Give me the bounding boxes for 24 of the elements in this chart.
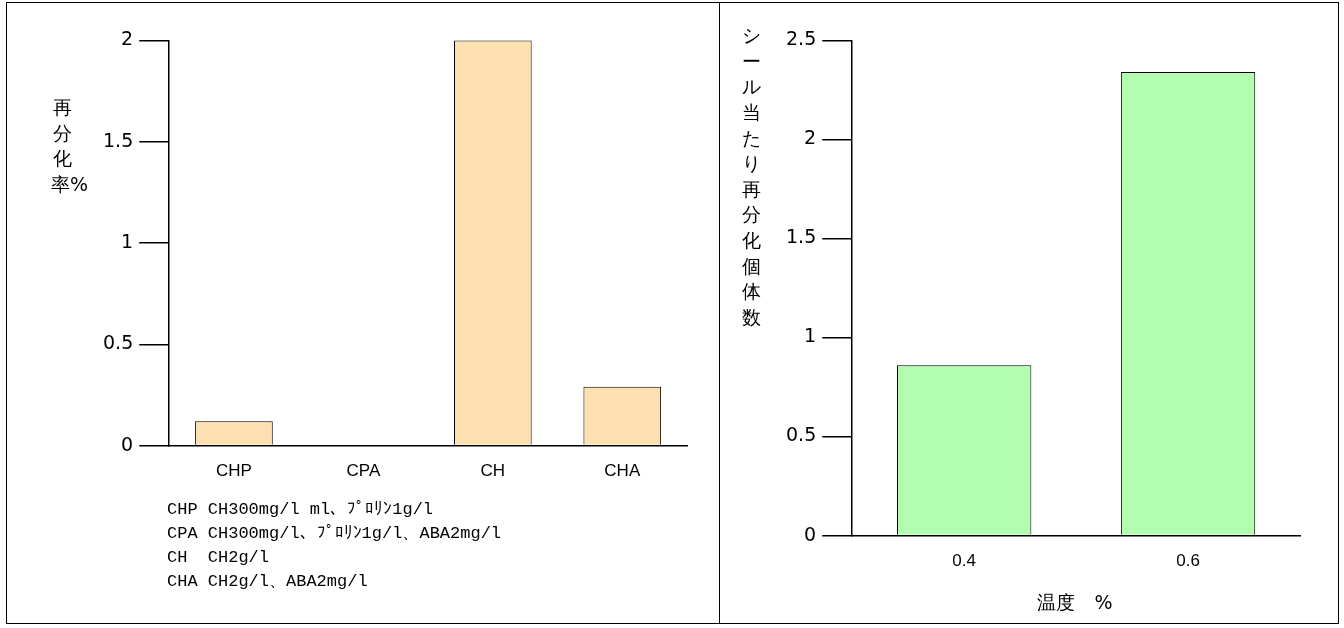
- x-tick-label: CPA: [346, 461, 381, 481]
- y-tick-label: 2.5: [786, 27, 817, 50]
- text: CHA CH2g/l、ABA2mg/l: [167, 572, 368, 591]
- y-tick-label: 0: [121, 432, 134, 455]
- text: CH CH2g/l: [167, 548, 270, 567]
- x-axis-title: 温度 %: [1036, 590, 1114, 615]
- x-tick-label: CHA: [604, 461, 641, 481]
- y-tick-label: 1.5: [786, 225, 817, 248]
- text: CHP CH300mg/l ml、ﾌﾟﾛﾘﾝ1g/l: [167, 500, 434, 519]
- x-tick-label: CHP: [215, 461, 252, 481]
- y-tick-label: 1: [121, 229, 134, 252]
- y-tick-label: 0.5: [103, 331, 134, 354]
- x-tick-label: 0.4: [952, 551, 976, 571]
- y-tick-label: 2: [121, 27, 134, 50]
- y-tick-label: 0.5: [786, 423, 817, 446]
- y-tick-label: 1.5: [103, 128, 134, 151]
- x-tick-label: 0.6: [1176, 551, 1200, 571]
- text: シール当たり再分化個体数: [741, 24, 761, 329]
- x-tick-label: CH: [480, 461, 506, 481]
- text: CPA CH300mg/l、ﾌﾟﾛﾘﾝ1g/l、ABA2mg/l: [167, 524, 502, 543]
- y-tick-label: 2: [804, 126, 817, 149]
- y-tick-label: 0: [804, 522, 817, 545]
- y-tick-label: 1: [804, 324, 817, 347]
- y-axis-title: 再分化率%: [51, 95, 89, 197]
